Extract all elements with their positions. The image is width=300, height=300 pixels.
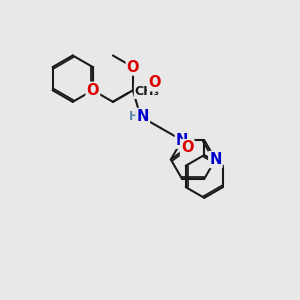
Text: O: O: [127, 60, 139, 75]
Text: N: N: [176, 133, 188, 148]
Text: CH₃: CH₃: [135, 85, 160, 98]
Text: O: O: [148, 75, 160, 90]
Text: N: N: [136, 109, 149, 124]
Text: O: O: [86, 83, 99, 98]
Text: N: N: [209, 152, 222, 167]
Text: O: O: [181, 140, 194, 155]
Text: H: H: [129, 110, 139, 123]
